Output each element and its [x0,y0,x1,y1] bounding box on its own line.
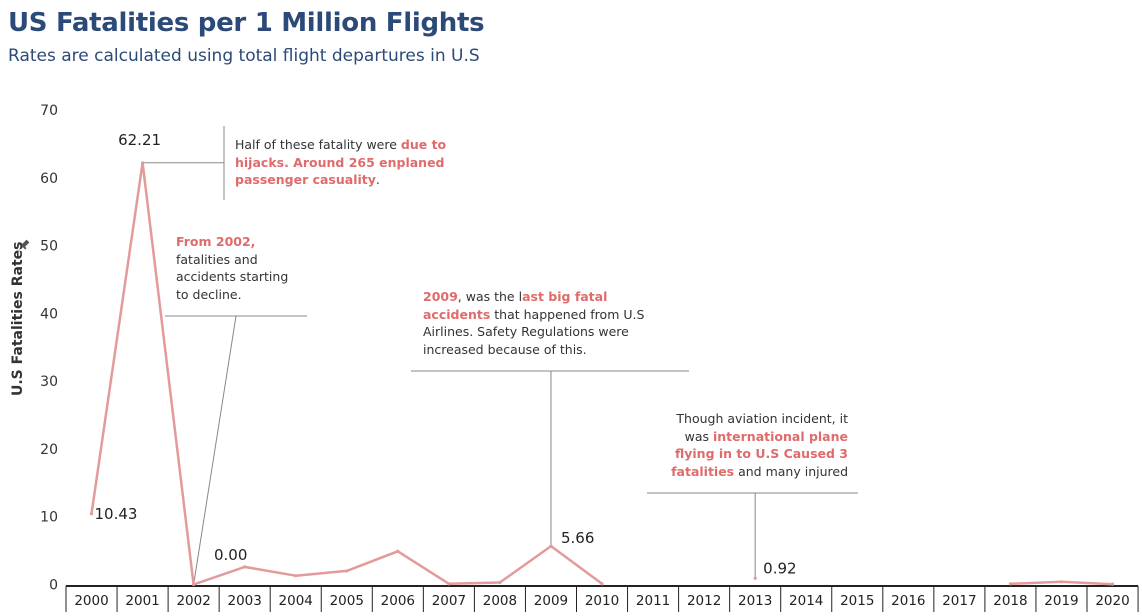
data-point [345,569,349,573]
y-tick-label: 20 [40,442,58,458]
x-tick-label: 2004 [279,593,313,609]
series-line [90,161,1113,586]
x-tick-label: 2009 [534,593,568,609]
annotation-leader-line [193,315,237,585]
x-tick-label: 2019 [1044,593,1078,609]
data-point [1059,580,1064,584]
x-tick-label: 2013 [738,593,772,609]
data-point [192,582,196,587]
x-tick-label: 2015 [840,593,874,609]
data-point [1110,582,1115,586]
data-point [243,565,247,569]
x-tick-label: 2017 [942,593,976,609]
x-tick-label: 2000 [74,593,108,609]
data-label: 5.66 [561,529,594,547]
x-tick-label: 2003 [227,593,261,609]
x-tick-label: 2008 [483,593,517,609]
y-tick-label: 60 [40,171,58,187]
data-point [89,512,94,516]
data-point [549,544,553,548]
x-tick-label: 2012 [687,593,721,609]
data-point [498,580,502,585]
pin-icon[interactable] [15,238,31,254]
annotation-2009: 2009, was the last big fatal accidents t… [423,289,645,357]
data-label: 62.21 [118,131,161,149]
chart-title: US Fatalities per 1 Million Flights [8,8,485,38]
data-label: 10.43 [95,505,138,523]
x-tick-label: 2001 [125,593,159,609]
annotation-2002: From 2002, fatalities and accidents star… [176,234,289,302]
y-tick-label: 10 [40,510,58,526]
data-point [396,549,400,553]
x-tick-label: 2014 [789,593,823,609]
data-point [294,574,298,578]
y-tick-label: 0 [49,578,58,594]
x-tick-label: 2010 [585,593,619,609]
data-label: 0.92 [763,559,796,577]
y-tick-label: 30 [40,374,58,390]
data-point [600,582,604,586]
y-tick-label: 70 [40,103,58,119]
x-tick-label: 2020 [1095,593,1129,609]
x-tick-label: 2007 [432,593,466,609]
x-tick-label: 2006 [381,593,415,609]
data-label: 0.00 [214,546,247,564]
y-tick-label: 50 [40,239,58,255]
y-tick-label: 40 [40,306,58,322]
annotation-2001: Half of these fatality were due to hijac… [235,137,447,187]
x-tick-label: 2005 [330,593,364,609]
annotation-2013: Though aviation incident, it was interna… [671,411,848,479]
data-point [140,161,145,165]
chart-subtitle: Rates are calculated using total flight … [8,46,480,66]
x-tick-label: 2011 [636,593,670,609]
x-tick-label: 2018 [993,593,1027,609]
data-point [447,582,451,586]
data-point [753,576,757,580]
x-tick-label: 2016 [891,593,925,609]
x-tick-label: 2002 [176,593,210,609]
data-point [1008,582,1013,586]
